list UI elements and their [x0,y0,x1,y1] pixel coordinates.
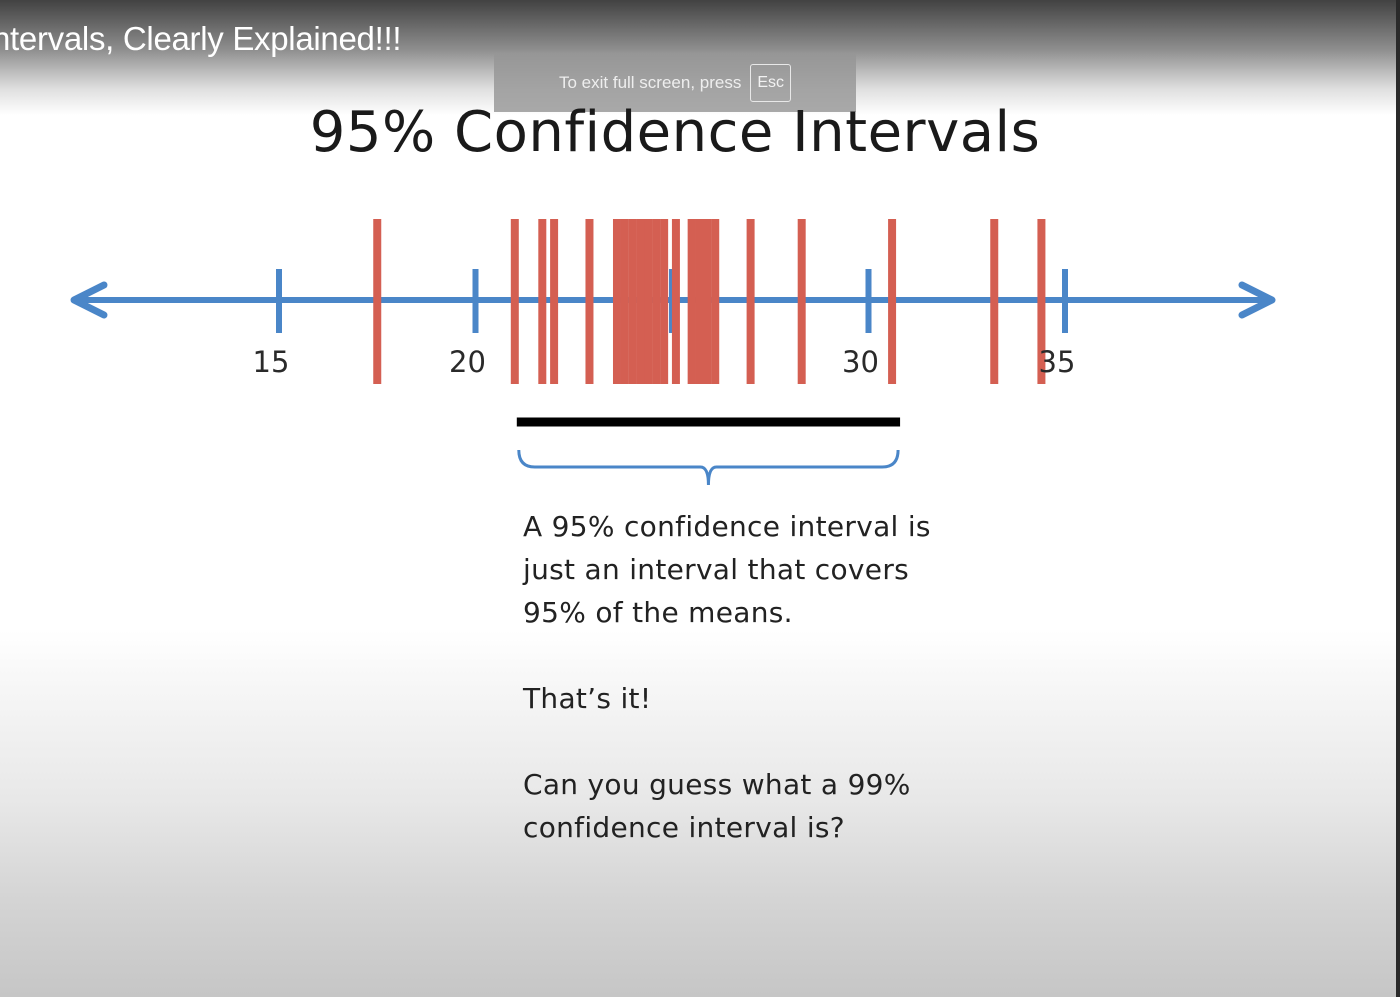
right-arrow-icon [1238,281,1276,319]
fullscreen-exit-text: To exit full screen, press [558,72,742,92]
window-edge [1396,0,1400,997]
explanation-line: 95% of the means. [523,596,793,629]
explanation-line: just an interval that covers [523,553,910,586]
tick-label: 30 [842,345,879,379]
tick-label: 35 [1039,345,1076,379]
tick-label: 20 [449,345,486,379]
slide-explanation: A 95% confidence interval is just an int… [523,505,931,849]
fullscreen-exit-notice: To exit full screen, press Esc [494,53,856,112]
interval-layer [516,417,901,486]
video-title[interactable]: ntervals, Clearly Explained!!! [0,20,402,57]
interval-brace [517,449,900,486]
tick-label: 15 [253,345,290,379]
esc-key-badge: Esc [750,63,792,102]
tick-labels-layer: 15 20 30 35 [253,345,1076,379]
sample-means-layer [373,219,1046,384]
question-line: confidence interval is? [523,811,845,844]
explanation-line: A 95% confidence interval is [523,510,931,543]
left-arrow-icon [70,281,108,319]
number-line-diagram: 15 20 30 35 [70,219,1276,486]
slide-title: 95% Confidence Intervals [309,100,1041,165]
exclamation-line: That’s it! [523,682,652,715]
question-line: Can you guess what a 99% [523,768,911,801]
